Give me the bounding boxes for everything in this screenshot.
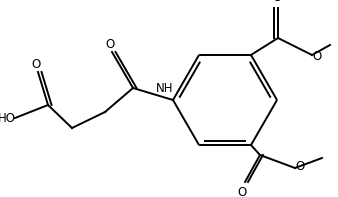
Text: O: O [272,0,282,5]
Text: O: O [312,50,321,63]
Text: HO: HO [0,112,16,125]
Text: O: O [295,160,304,173]
Text: O: O [31,58,41,71]
Text: O: O [237,186,247,197]
Text: O: O [105,38,115,51]
Text: NH: NH [156,82,174,95]
